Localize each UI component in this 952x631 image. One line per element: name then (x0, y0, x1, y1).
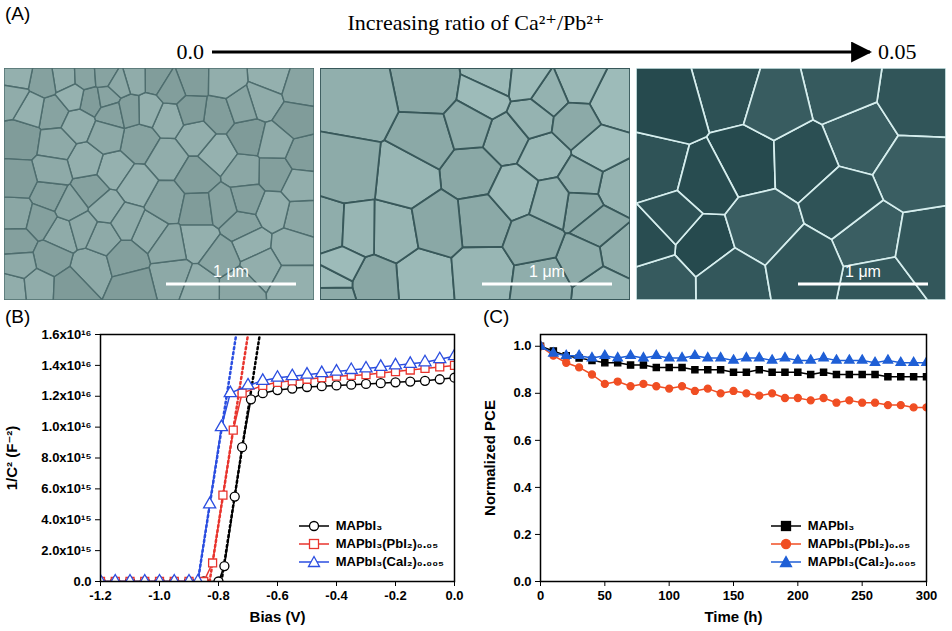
svg-text:0: 0 (537, 588, 544, 603)
svg-text:0.0: 0.0 (445, 588, 463, 603)
svg-text:0.05: 0.05 (878, 39, 917, 64)
svg-text:1.0: 1.0 (513, 338, 531, 353)
svg-text:Bias (V): Bias (V) (250, 608, 306, 625)
svg-text:Increasing ratio of Ca²⁺/Pb²⁺: Increasing ratio of Ca²⁺/Pb²⁺ (348, 10, 605, 35)
svg-text:Normalized PCE: Normalized PCE (481, 400, 498, 516)
svg-text:0.4: 0.4 (513, 480, 532, 495)
svg-text:0.0: 0.0 (73, 574, 91, 589)
svg-text:1.6x10¹⁶: 1.6x10¹⁶ (41, 327, 91, 342)
svg-text:6.0x10¹⁵: 6.0x10¹⁵ (41, 481, 91, 496)
svg-text:0.0: 0.0 (513, 574, 531, 589)
html-text:MAPbI₃(PbI₂)₀.₀₅: MAPbI₃(PbI₂)₀.₀₅ (807, 536, 911, 551)
svg-text:1 μm: 1 μm (845, 263, 881, 280)
html-text:(A): (A) (5, 3, 31, 24)
svg-text:250: 250 (851, 588, 873, 603)
svg-text:100: 100 (658, 588, 680, 603)
svg-text:2.0x10¹⁵: 2.0x10¹⁵ (41, 543, 91, 558)
svg-text:0.0: 0.0 (177, 39, 205, 64)
svg-text:300: 300 (916, 588, 938, 603)
html-text:MAPbI₃(CaI₂)₀.₀₀₅: MAPbI₃(CaI₂)₀.₀₀₅ (335, 554, 444, 569)
svg-text:-0.2: -0.2 (384, 588, 406, 603)
svg-text:0.2: 0.2 (513, 527, 531, 542)
svg-text:-0.6: -0.6 (266, 588, 288, 603)
html-text:MAPbI₃: MAPbI₃ (335, 518, 383, 533)
svg-text:-1.0: -1.0 (148, 588, 170, 603)
svg-text:200: 200 (787, 588, 809, 603)
html-text:(B): (B) (5, 306, 31, 327)
svg-text:1.4x10¹⁶: 1.4x10¹⁶ (41, 358, 91, 373)
svg-text:1.0x10¹⁶: 1.0x10¹⁶ (41, 419, 91, 434)
svg-text:-0.4: -0.4 (325, 588, 348, 603)
svg-text:1/C² (F⁻²): 1/C² (F⁻²) (3, 426, 20, 491)
svg-text:-0.8: -0.8 (207, 588, 229, 603)
svg-text:8.0x10¹⁵: 8.0x10¹⁵ (41, 450, 91, 465)
svg-text:1 μm: 1 μm (529, 263, 565, 280)
svg-text:50: 50 (598, 588, 612, 603)
html-text:MAPbI₃(CaI₂)₀.₀₀₅: MAPbI₃(CaI₂)₀.₀₀₅ (807, 554, 916, 569)
svg-text:Time (h): Time (h) (704, 608, 762, 625)
svg-text:1 μm: 1 μm (213, 263, 249, 280)
html-text:(C): (C) (483, 306, 510, 327)
html-text:MAPbI₃: MAPbI₃ (807, 518, 855, 533)
svg-text:150: 150 (723, 588, 745, 603)
svg-text:0.8: 0.8 (513, 385, 531, 400)
html-text:MAPbI₃(PbI₂)₀.₀₅: MAPbI₃(PbI₂)₀.₀₅ (335, 536, 439, 551)
svg-text:0.6: 0.6 (513, 433, 531, 448)
svg-text:1.2x10¹⁶: 1.2x10¹⁶ (41, 388, 91, 403)
svg-text:4.0x10¹⁵: 4.0x10¹⁵ (41, 512, 91, 527)
svg-text:-1.2: -1.2 (89, 588, 111, 603)
